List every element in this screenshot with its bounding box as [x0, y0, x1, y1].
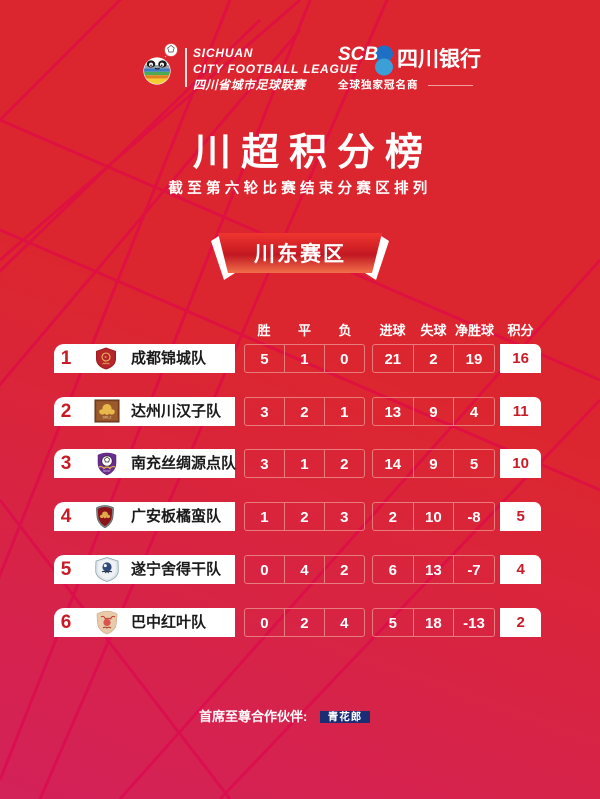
svg-text:NCSY: NCSY	[103, 469, 110, 473]
svg-text:DRLZ: DRLZ	[103, 416, 112, 420]
